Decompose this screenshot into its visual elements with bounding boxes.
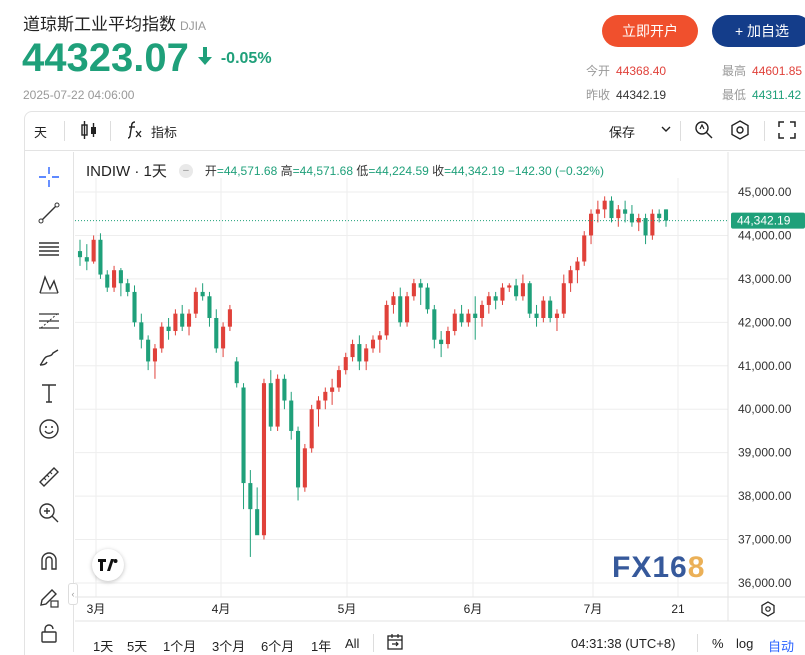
save-button[interactable]: 保存 <box>609 125 636 140</box>
range-1m[interactable]: 1个月 <box>163 639 197 654</box>
stat-open: 今开 44368.40 <box>586 64 667 78</box>
stat-prev-close: 昨收 44342.19 <box>586 88 667 102</box>
crosshair-icon[interactable] <box>36 164 62 190</box>
legend-toggle-icon[interactable]: – <box>178 163 193 178</box>
indicators-button[interactable]: 指标 <box>151 125 178 140</box>
down-arrow-icon <box>197 46 213 71</box>
tradingview-logo[interactable] <box>92 549 124 581</box>
pattern-tool-icon[interactable] <box>36 272 62 298</box>
range-1d[interactable]: 1天 <box>93 639 114 654</box>
fx168-watermark: FX168 <box>612 551 706 584</box>
function-fx-icon[interactable] <box>126 120 144 143</box>
range-5d[interactable]: 5天 <box>127 639 148 654</box>
fib-retracement-icon[interactable] <box>36 308 62 334</box>
quote-timestamp: 2025-07-22 04:06:00 <box>23 88 135 102</box>
range-bar: 1天 5天 1个月 3个月 6个月 1年 All 04:31:38 (UTC+8… <box>75 628 805 655</box>
date-range-icon[interactable] <box>386 633 404 654</box>
chart-widget <box>24 111 805 655</box>
stat-low: 最低 44311.42 <box>722 88 802 102</box>
toolbar-divider <box>764 121 765 141</box>
instrument-code: DJIA <box>180 19 207 33</box>
ohlc-values: 开=44,571.68 高=44,571.68 低=44,224.59 收=44… <box>204 164 604 178</box>
bottom-divider <box>373 634 374 652</box>
range-1y[interactable]: 1年 <box>311 639 332 654</box>
add-watchlist-button[interactable]: + 加自选 <box>712 15 805 47</box>
range-3m[interactable]: 3个月 <box>212 639 246 654</box>
interval-selector[interactable]: 天 <box>34 125 48 140</box>
text-tool-icon[interactable] <box>36 380 62 406</box>
bottom-divider <box>697 634 698 652</box>
pencil-lock-icon[interactable] <box>36 584 62 610</box>
horizontal-lines-icon[interactable] <box>36 236 62 262</box>
range-all[interactable]: All <box>345 636 360 651</box>
lock-icon[interactable] <box>36 620 62 646</box>
fullscreen-icon[interactable] <box>778 121 796 142</box>
instrument-title: 道琼斯工业平均指数 DJIA <box>23 10 206 35</box>
symbol-interval[interactable]: INDIW · 1天 <box>86 163 167 180</box>
auto-scale-toggle[interactable]: 自动 <box>768 639 795 654</box>
brush-icon[interactable] <box>36 344 62 370</box>
open-account-button[interactable]: 立即开户 <box>602 15 698 47</box>
collapse-tools-button[interactable]: ‹ <box>68 583 78 605</box>
emoji-icon[interactable] <box>36 416 62 442</box>
last-price: 44323.07 <box>22 36 189 80</box>
drawing-tools-rail <box>24 152 74 652</box>
settings-gear-icon[interactable] <box>730 120 750 143</box>
price-row: 44323.07 -0.05% <box>22 36 272 81</box>
timezone-clock[interactable]: 04:31:38 (UTC+8) <box>571 636 676 651</box>
chevron-down-icon[interactable] <box>660 123 672 138</box>
chart-toolbar: 天 指标 保存 <box>24 111 805 151</box>
zoom-in-icon[interactable] <box>36 500 62 526</box>
ruler-icon[interactable] <box>36 464 62 490</box>
toolbar-divider <box>680 121 681 141</box>
magnet-icon[interactable] <box>36 548 62 574</box>
stat-high: 最高 44601.85 <box>722 64 803 78</box>
chart-legend: INDIW · 1天 – 开=44,571.68 高=44,571.68 低=4… <box>86 160 604 181</box>
toolbar-divider <box>110 121 111 141</box>
quick-search-icon[interactable] <box>694 120 714 143</box>
percent-toggle[interactable]: % <box>712 636 724 651</box>
trend-line-icon[interactable] <box>36 200 62 226</box>
range-6m[interactable]: 6个月 <box>261 639 295 654</box>
log-toggle[interactable]: log <box>736 636 754 651</box>
instrument-name: 道琼斯工业平均指数 <box>23 15 176 34</box>
change-percent: -0.05% <box>220 49 272 67</box>
candlestick-type-icon[interactable] <box>80 120 98 143</box>
toolbar-divider <box>64 121 65 141</box>
